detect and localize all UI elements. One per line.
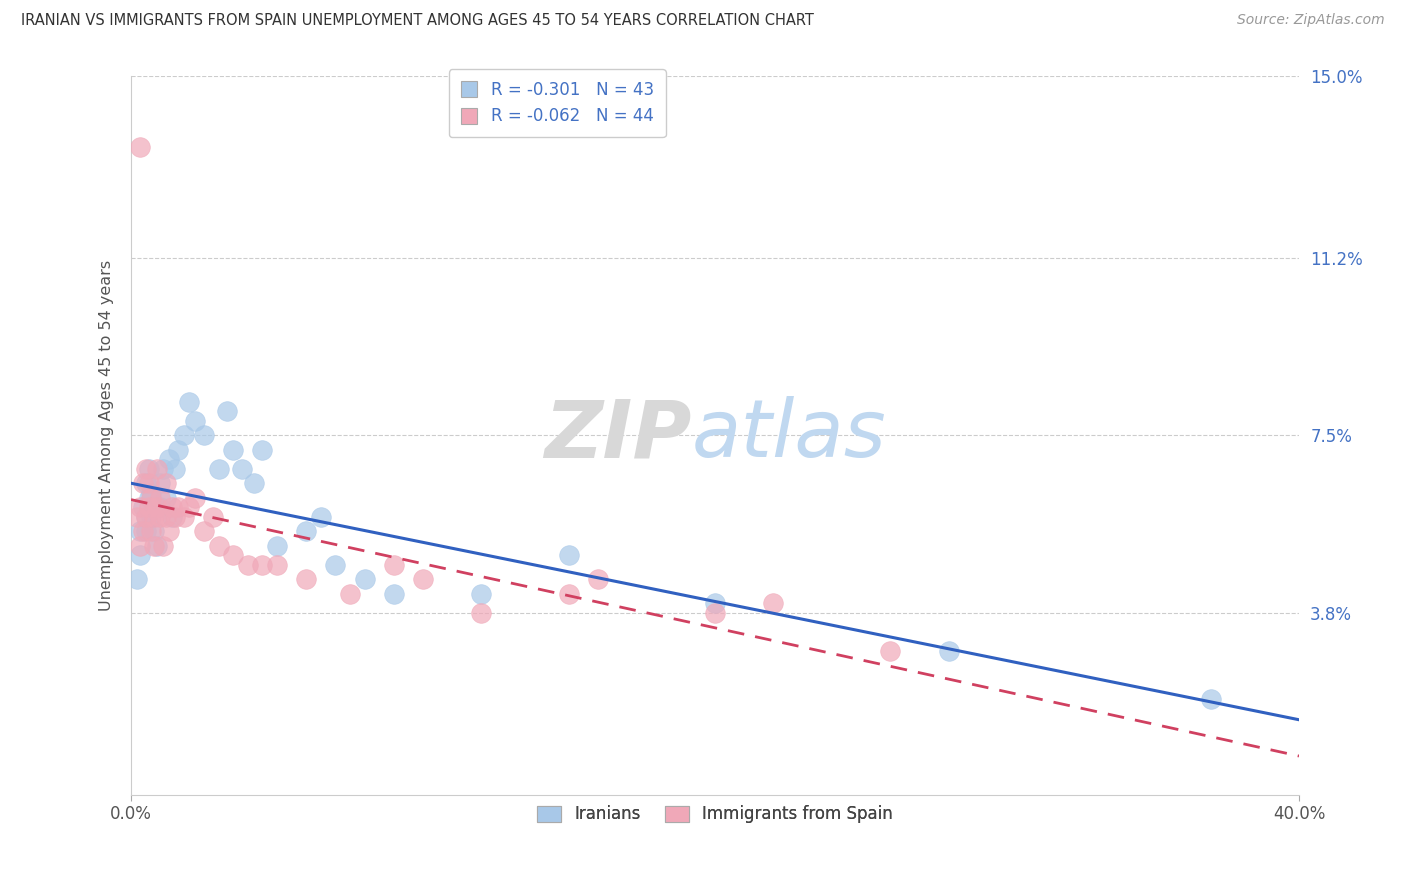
Point — [157, 452, 180, 467]
Point — [173, 428, 195, 442]
Point — [382, 586, 405, 600]
Point — [179, 500, 201, 515]
Point — [231, 462, 253, 476]
Point — [141, 491, 163, 505]
Point — [157, 524, 180, 539]
Point — [166, 500, 188, 515]
Point — [141, 486, 163, 500]
Point — [704, 596, 727, 610]
Point — [173, 509, 195, 524]
Point — [125, 509, 148, 524]
Point — [131, 524, 153, 539]
Point — [131, 500, 153, 515]
Point — [146, 500, 169, 515]
Text: ZIP: ZIP — [544, 396, 692, 475]
Point — [236, 558, 259, 572]
Point — [470, 586, 492, 600]
Point — [125, 572, 148, 586]
Point — [149, 500, 172, 515]
Point — [138, 500, 160, 515]
Point — [138, 462, 160, 476]
Point — [325, 558, 347, 572]
Point — [266, 558, 288, 572]
Point — [143, 539, 166, 553]
Point — [252, 442, 274, 457]
Point — [558, 548, 581, 562]
Point — [242, 476, 264, 491]
Point — [135, 524, 157, 539]
Point — [138, 476, 160, 491]
Point — [143, 509, 166, 524]
Point — [586, 572, 609, 586]
Point — [141, 509, 163, 524]
Point — [938, 644, 960, 658]
Point — [412, 572, 434, 586]
Point — [179, 394, 201, 409]
Point — [470, 606, 492, 620]
Point — [184, 414, 207, 428]
Point — [207, 462, 229, 476]
Y-axis label: Unemployment Among Ages 45 to 54 years: Unemployment Among Ages 45 to 54 years — [100, 260, 114, 611]
Point — [252, 558, 274, 572]
Point — [295, 524, 318, 539]
Point — [135, 462, 157, 476]
Point — [353, 572, 375, 586]
Point — [163, 462, 186, 476]
Point — [163, 509, 186, 524]
Point — [149, 476, 172, 491]
Point — [184, 491, 207, 505]
Point — [128, 548, 150, 562]
Point — [143, 524, 166, 539]
Point — [160, 500, 183, 515]
Point — [128, 140, 150, 154]
Point — [558, 586, 581, 600]
Point — [201, 509, 224, 524]
Point — [135, 509, 157, 524]
Point — [207, 539, 229, 553]
Point — [266, 539, 288, 553]
Point — [193, 524, 215, 539]
Point — [704, 606, 727, 620]
Point — [128, 524, 150, 539]
Point — [152, 462, 174, 476]
Point — [1201, 692, 1223, 706]
Point — [128, 500, 150, 515]
Point — [193, 428, 215, 442]
Legend: Iranians, Immigrants from Spain: Iranians, Immigrants from Spain — [530, 798, 900, 830]
Point — [135, 476, 157, 491]
Point — [155, 509, 177, 524]
Point — [135, 509, 157, 524]
Point — [166, 442, 188, 457]
Point — [146, 539, 169, 553]
Text: Source: ZipAtlas.com: Source: ZipAtlas.com — [1237, 13, 1385, 28]
Point — [222, 548, 245, 562]
Point — [152, 539, 174, 553]
Point — [155, 491, 177, 505]
Point — [128, 539, 150, 553]
Point — [149, 509, 172, 524]
Point — [160, 509, 183, 524]
Point — [155, 476, 177, 491]
Point — [149, 491, 172, 505]
Text: atlas: atlas — [692, 396, 886, 475]
Text: IRANIAN VS IMMIGRANTS FROM SPAIN UNEMPLOYMENT AMONG AGES 45 TO 54 YEARS CORRELAT: IRANIAN VS IMMIGRANTS FROM SPAIN UNEMPLO… — [21, 13, 814, 29]
Point — [143, 500, 166, 515]
Point — [222, 442, 245, 457]
Point — [131, 476, 153, 491]
Point — [138, 491, 160, 505]
Point — [762, 596, 785, 610]
Point — [309, 509, 332, 524]
Point — [217, 404, 239, 418]
Point — [879, 644, 901, 658]
Point — [382, 558, 405, 572]
Point — [295, 572, 318, 586]
Point — [339, 586, 361, 600]
Point — [141, 524, 163, 539]
Point — [146, 462, 169, 476]
